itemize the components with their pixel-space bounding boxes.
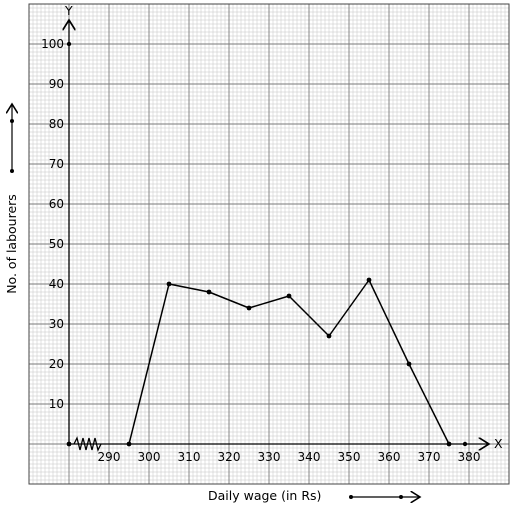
x-tick-label: 380 (458, 450, 481, 464)
y-axis-title: No. of labourers (4, 194, 19, 294)
x-tick-label: 350 (338, 450, 361, 464)
x-axis-title-group: Daily wage (in Rs) (208, 488, 420, 503)
data-point (286, 293, 292, 299)
x-axis-title: Daily wage (in Rs) (208, 488, 321, 503)
data-point (206, 289, 212, 295)
data-point (166, 281, 172, 287)
y-tick-label: 50 (49, 237, 64, 251)
x-tick-label: 340 (298, 450, 321, 464)
x-tick-label: 310 (178, 450, 201, 464)
x-tick-label: 370 (418, 450, 441, 464)
graph-border (28, 3, 510, 485)
y-axis-point (66, 41, 72, 47)
x-direction-arrow-icon (349, 495, 420, 499)
y-axis-letter: Y (64, 3, 73, 18)
y-tick-label: 40 (49, 277, 64, 291)
axes: X Y (64, 3, 503, 452)
x-tick-label: 320 (218, 450, 241, 464)
x-tick-label: 290 (98, 450, 121, 464)
y-tick-label: 30 (49, 317, 64, 331)
data-series (126, 277, 452, 447)
origin-point (66, 441, 72, 447)
y-tick-label: 100 (41, 37, 64, 51)
tick-labels: 290 300 310 320 330 340 350 360 370 380 10 20 30 40 50… (41, 37, 480, 464)
data-point (446, 441, 452, 447)
x-axis-break-zigzag (73, 436, 102, 452)
graph-paper-grid (28, 3, 510, 485)
data-point (406, 361, 412, 367)
x-axis-letter: X (494, 436, 503, 451)
y-tick-label: 20 (49, 357, 64, 371)
x-tick-label: 330 (258, 450, 281, 464)
data-point (326, 333, 332, 339)
y-direction-arrow-icon (10, 104, 14, 173)
data-point (366, 277, 372, 283)
data-point (126, 441, 132, 447)
y-tick-label: 10 (49, 397, 64, 411)
x-tick-label: 300 (138, 450, 161, 464)
y-tick-label: 90 (49, 77, 64, 91)
x-tick-label: 360 (378, 450, 401, 464)
x-axis-point (462, 441, 468, 447)
y-tick-label: 60 (49, 197, 64, 211)
y-tick-label: 70 (49, 157, 64, 171)
data-point (246, 305, 252, 311)
y-axis-title-group: No. of labourers (4, 104, 19, 294)
y-tick-label: 80 (49, 117, 64, 131)
